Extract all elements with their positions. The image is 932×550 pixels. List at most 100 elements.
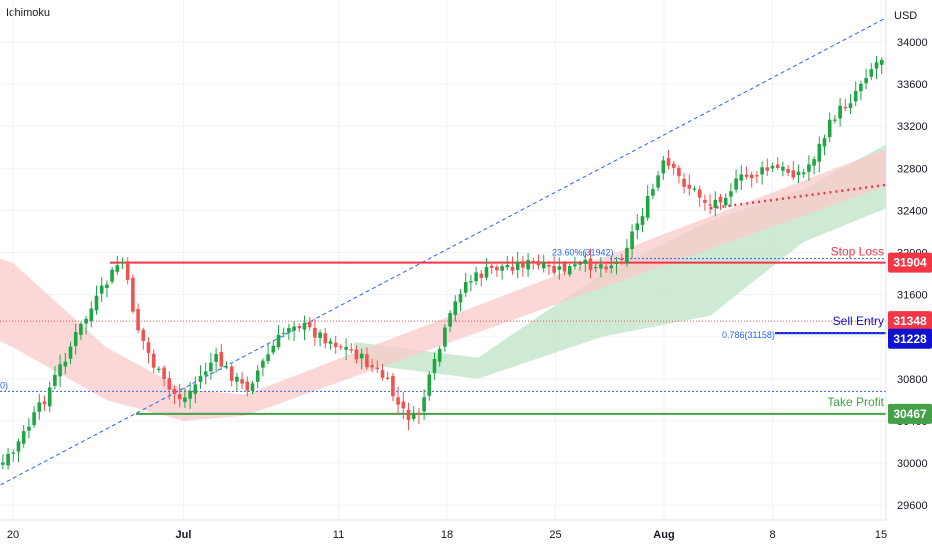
candle-body xyxy=(879,59,884,65)
y-tick-label: 30000 xyxy=(897,458,928,470)
candle-body xyxy=(692,188,697,190)
candle-body xyxy=(567,266,572,275)
candle-body xyxy=(458,294,463,303)
candle-body xyxy=(131,277,135,312)
candle-body xyxy=(235,376,239,382)
candle-body xyxy=(781,166,785,171)
candle-body xyxy=(697,189,702,198)
candle-body xyxy=(167,378,172,390)
candle-body xyxy=(125,261,130,280)
candle-body xyxy=(869,69,874,77)
candle-body xyxy=(796,171,801,176)
candle-body xyxy=(120,262,125,264)
candle-body xyxy=(734,178,738,190)
candle-body xyxy=(281,332,286,334)
candle-body xyxy=(32,412,36,426)
candle-body xyxy=(822,138,827,147)
candle-body xyxy=(786,169,790,173)
candle-body xyxy=(261,360,265,368)
candle-body xyxy=(27,426,31,431)
candle-body xyxy=(370,365,374,368)
candle-body xyxy=(422,397,426,412)
candle-body xyxy=(84,318,88,324)
candle-body xyxy=(58,364,62,377)
candle-body xyxy=(136,309,140,331)
candle-body xyxy=(661,160,666,174)
candle-body xyxy=(859,83,863,92)
candle-body xyxy=(333,342,338,348)
candle-body xyxy=(827,119,832,138)
candle-body xyxy=(302,322,307,330)
candle-body xyxy=(401,401,406,409)
candle-body xyxy=(489,265,494,268)
candle-body xyxy=(359,353,364,359)
candle-body xyxy=(198,376,203,382)
indicator-label: Ichimoku xyxy=(6,7,51,19)
candle-body xyxy=(375,367,380,370)
candle-body xyxy=(838,105,842,119)
candle-body xyxy=(105,284,109,288)
candle-body xyxy=(146,342,151,353)
candle-body xyxy=(380,370,385,378)
candle-body xyxy=(47,387,52,407)
candle-body xyxy=(495,266,499,271)
price-tag-label: 31348 xyxy=(893,314,927,328)
candle-body xyxy=(183,397,187,403)
candle-body xyxy=(11,452,16,454)
candle-body xyxy=(630,231,634,250)
candle-body xyxy=(578,263,582,265)
fib-label: 0) xyxy=(0,380,8,390)
candle-body xyxy=(677,167,681,177)
candle-body xyxy=(172,389,177,395)
chart-grid xyxy=(0,0,886,520)
candle-body xyxy=(271,345,276,353)
candle-body xyxy=(526,260,530,270)
cloud-red xyxy=(0,131,932,421)
candle-body xyxy=(193,384,198,394)
candle-body xyxy=(765,167,770,171)
candle-body xyxy=(874,62,879,69)
y-tick-label: 34000 xyxy=(897,37,928,49)
candle-body xyxy=(604,266,608,270)
price-tag-label: 31228 xyxy=(893,332,927,346)
candle-body xyxy=(791,170,796,178)
candle-body xyxy=(744,174,749,177)
candle-body xyxy=(463,282,468,293)
candle-body xyxy=(307,322,312,328)
price-axis-bg xyxy=(886,0,932,550)
candle-body xyxy=(573,264,577,267)
candle-body xyxy=(297,326,302,329)
y-tick-label: 32800 xyxy=(897,163,928,175)
price-tag-level-31228 xyxy=(888,328,932,349)
candle-body xyxy=(16,441,21,452)
candle-body xyxy=(323,333,328,344)
candle-body xyxy=(73,332,78,346)
candle-body xyxy=(229,366,234,381)
candle-body xyxy=(515,261,520,270)
candle-body xyxy=(214,354,218,362)
candle-body xyxy=(853,91,858,102)
candle-body xyxy=(843,107,848,109)
candle-body xyxy=(687,184,692,189)
candle-body xyxy=(443,327,447,347)
candle-body xyxy=(68,346,73,359)
currency-label: USD xyxy=(894,10,917,22)
candle-body xyxy=(53,374,57,386)
x-tick-label: 8 xyxy=(769,529,775,541)
candle-body xyxy=(614,261,619,265)
candle-body xyxy=(21,431,26,444)
candle-body xyxy=(557,266,562,270)
candle-body xyxy=(37,402,42,412)
candle-body xyxy=(417,412,421,414)
y-tick-label: 33200 xyxy=(897,121,928,133)
candle-body xyxy=(500,266,504,271)
candle-body xyxy=(812,159,816,166)
price-tag-sell-entry xyxy=(888,311,932,332)
x-tick-label: 11 xyxy=(333,529,344,541)
y-tick-label: 30800 xyxy=(897,374,928,386)
candle-body xyxy=(713,199,718,208)
candle-body xyxy=(723,197,728,206)
candle-body xyxy=(219,351,224,367)
